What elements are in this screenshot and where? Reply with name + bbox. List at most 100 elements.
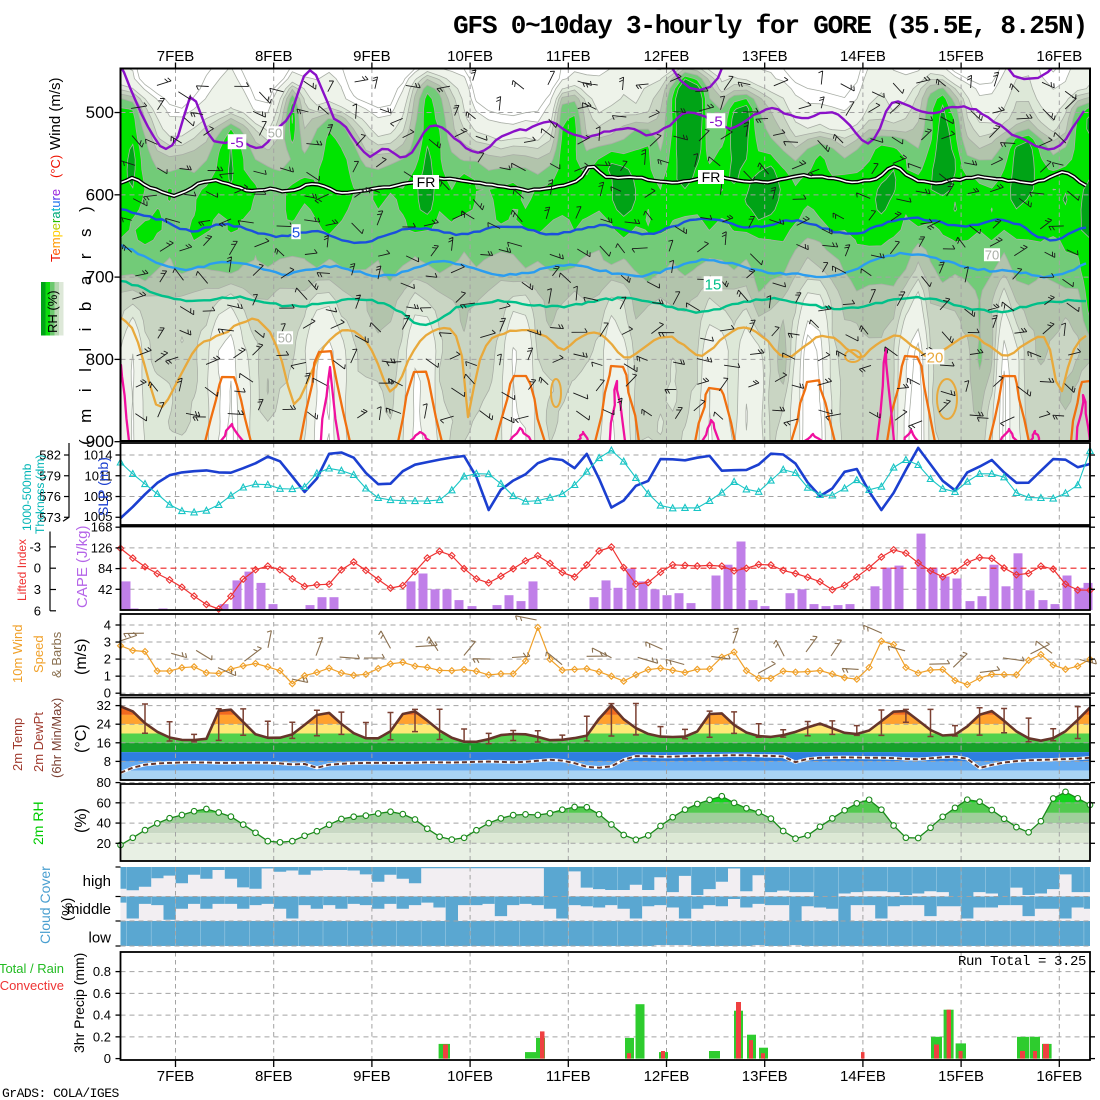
svg-text:0: 0 xyxy=(104,1051,111,1066)
svg-text:Lifted Index: Lifted Index xyxy=(15,539,29,601)
svg-text:(°C): (°C) xyxy=(48,155,63,178)
svg-text:5: 5 xyxy=(292,224,300,241)
svg-text:84: 84 xyxy=(98,561,112,576)
svg-text:-5: -5 xyxy=(230,134,243,151)
svg-text:2m Temp: 2m Temp xyxy=(10,718,25,771)
svg-text:-5: -5 xyxy=(709,113,722,130)
svg-text:50: 50 xyxy=(268,126,282,141)
svg-text:579: 579 xyxy=(39,468,61,483)
svg-text:2m RH: 2m RH xyxy=(30,801,46,845)
svg-text:8FEB: 8FEB xyxy=(255,1068,293,1085)
svg-text:Cloud Cover: Cloud Cover xyxy=(37,866,53,944)
svg-text:2m DewPt: 2m DewPt xyxy=(31,712,46,772)
svg-text:3: 3 xyxy=(34,582,41,597)
svg-text:582: 582 xyxy=(39,448,61,463)
svg-text:50: 50 xyxy=(278,331,292,346)
svg-text:13FEB: 13FEB xyxy=(742,48,788,65)
svg-text:9FEB: 9FEB xyxy=(353,1068,391,1085)
svg-text:low: low xyxy=(88,930,111,947)
svg-text:0.2: 0.2 xyxy=(93,1029,111,1044)
svg-text:700: 700 xyxy=(86,268,114,287)
svg-text:7FEB: 7FEB xyxy=(157,48,195,65)
svg-text:42: 42 xyxy=(98,582,112,597)
svg-text:FR: FR xyxy=(417,174,436,190)
svg-text:RH (%): RH (%) xyxy=(45,290,60,333)
svg-text:0.8: 0.8 xyxy=(93,964,111,979)
svg-text:16FEB: 16FEB xyxy=(1036,1068,1082,1085)
svg-text:0.4: 0.4 xyxy=(93,1008,111,1023)
svg-text:4: 4 xyxy=(104,618,111,633)
svg-text:12FEB: 12FEB xyxy=(644,48,690,65)
svg-text:24: 24 xyxy=(97,717,111,732)
svg-text:800: 800 xyxy=(86,350,114,369)
svg-text:10m Wind: 10m Wind xyxy=(10,624,25,683)
svg-text:600: 600 xyxy=(86,185,114,204)
svg-text:168: 168 xyxy=(91,520,113,535)
svg-text:(millibars): (millibars) xyxy=(76,190,95,445)
svg-text:Temperature: Temperature xyxy=(48,189,63,262)
svg-text:Speed: Speed xyxy=(31,635,46,673)
svg-text:9FEB: 9FEB xyxy=(353,48,391,65)
svg-text:0.6: 0.6 xyxy=(93,986,111,1001)
svg-text:(°C): (°C) xyxy=(73,724,90,753)
svg-text:Convective: Convective xyxy=(0,978,64,993)
svg-text:3: 3 xyxy=(104,635,111,650)
svg-text:13FEB: 13FEB xyxy=(742,1068,788,1085)
svg-text:SLP (mb): SLP (mb) xyxy=(95,457,111,516)
svg-text:3hr Precip (mm): 3hr Precip (mm) xyxy=(71,953,87,1053)
svg-text:15FEB: 15FEB xyxy=(938,1068,984,1085)
svg-text:(m/s): (m/s) xyxy=(73,639,90,675)
svg-text:GrADS: COLA/IGES: GrADS: COLA/IGES xyxy=(2,1086,120,1100)
svg-text:1011: 1011 xyxy=(85,468,113,483)
svg-text:10FEB: 10FEB xyxy=(447,1068,493,1085)
svg-text:126: 126 xyxy=(91,540,113,555)
svg-text:16FEB: 16FEB xyxy=(1036,48,1082,65)
svg-text:14FEB: 14FEB xyxy=(840,1068,886,1085)
svg-text:12FEB: 12FEB xyxy=(644,1068,690,1085)
svg-text:middle: middle xyxy=(67,901,111,918)
svg-text:900: 900 xyxy=(86,432,114,451)
svg-text:576: 576 xyxy=(39,489,61,504)
svg-text:1000-500mb: 1000-500mb xyxy=(20,463,34,531)
svg-text:500: 500 xyxy=(86,103,114,122)
svg-text:7FEB: 7FEB xyxy=(157,1068,195,1085)
svg-text:0: 0 xyxy=(34,561,41,576)
svg-text:1: 1 xyxy=(104,669,111,684)
svg-text:80: 80 xyxy=(97,775,111,790)
svg-text:20: 20 xyxy=(927,349,944,366)
svg-text:16: 16 xyxy=(97,735,111,750)
svg-text:573: 573 xyxy=(39,510,61,525)
svg-text:32: 32 xyxy=(97,698,111,713)
svg-text:Thckness (dm): Thckness (dm) xyxy=(33,455,47,534)
svg-text:(%): (%) xyxy=(59,898,76,921)
svg-text:Run Total = 3.25: Run Total = 3.25 xyxy=(958,954,1086,970)
svg-text:Wind (m/s): Wind (m/s) xyxy=(47,78,64,151)
svg-text:15: 15 xyxy=(705,276,722,293)
svg-text:8FEB: 8FEB xyxy=(255,48,293,65)
svg-text:& Barbs: & Barbs xyxy=(49,631,64,678)
svg-text:Total / Rain: Total / Rain xyxy=(0,961,64,976)
svg-text:1014: 1014 xyxy=(84,448,113,463)
svg-text:2: 2 xyxy=(104,652,111,667)
svg-text:10FEB: 10FEB xyxy=(447,48,493,65)
svg-text:-3: -3 xyxy=(29,539,41,554)
svg-text:high: high xyxy=(83,873,111,890)
svg-text:8: 8 xyxy=(104,754,111,769)
svg-text:FR: FR xyxy=(702,169,721,185)
svg-text:60: 60 xyxy=(97,795,111,810)
svg-text:(6hr Min/Max): (6hr Min/Max) xyxy=(49,698,64,778)
svg-text:1005: 1005 xyxy=(84,509,113,524)
svg-text:1008: 1008 xyxy=(84,489,113,504)
svg-text:0: 0 xyxy=(104,686,111,701)
svg-text:15FEB: 15FEB xyxy=(938,48,984,65)
svg-text:14FEB: 14FEB xyxy=(840,48,886,65)
svg-text:70: 70 xyxy=(985,248,999,263)
svg-text:11FEB: 11FEB xyxy=(546,48,591,65)
svg-text:GFS 0~10day 3-hourly for GORE: GFS 0~10day 3-hourly for GORE (35.5E, 8.… xyxy=(453,11,1087,41)
svg-text:CAPE (J/kg): CAPE (J/kg) xyxy=(74,525,91,608)
svg-text:11FEB: 11FEB xyxy=(546,1068,591,1085)
svg-text:(%): (%) xyxy=(73,808,90,833)
svg-text:40: 40 xyxy=(97,816,111,831)
svg-text:20: 20 xyxy=(97,836,111,851)
svg-text:6: 6 xyxy=(34,603,41,618)
